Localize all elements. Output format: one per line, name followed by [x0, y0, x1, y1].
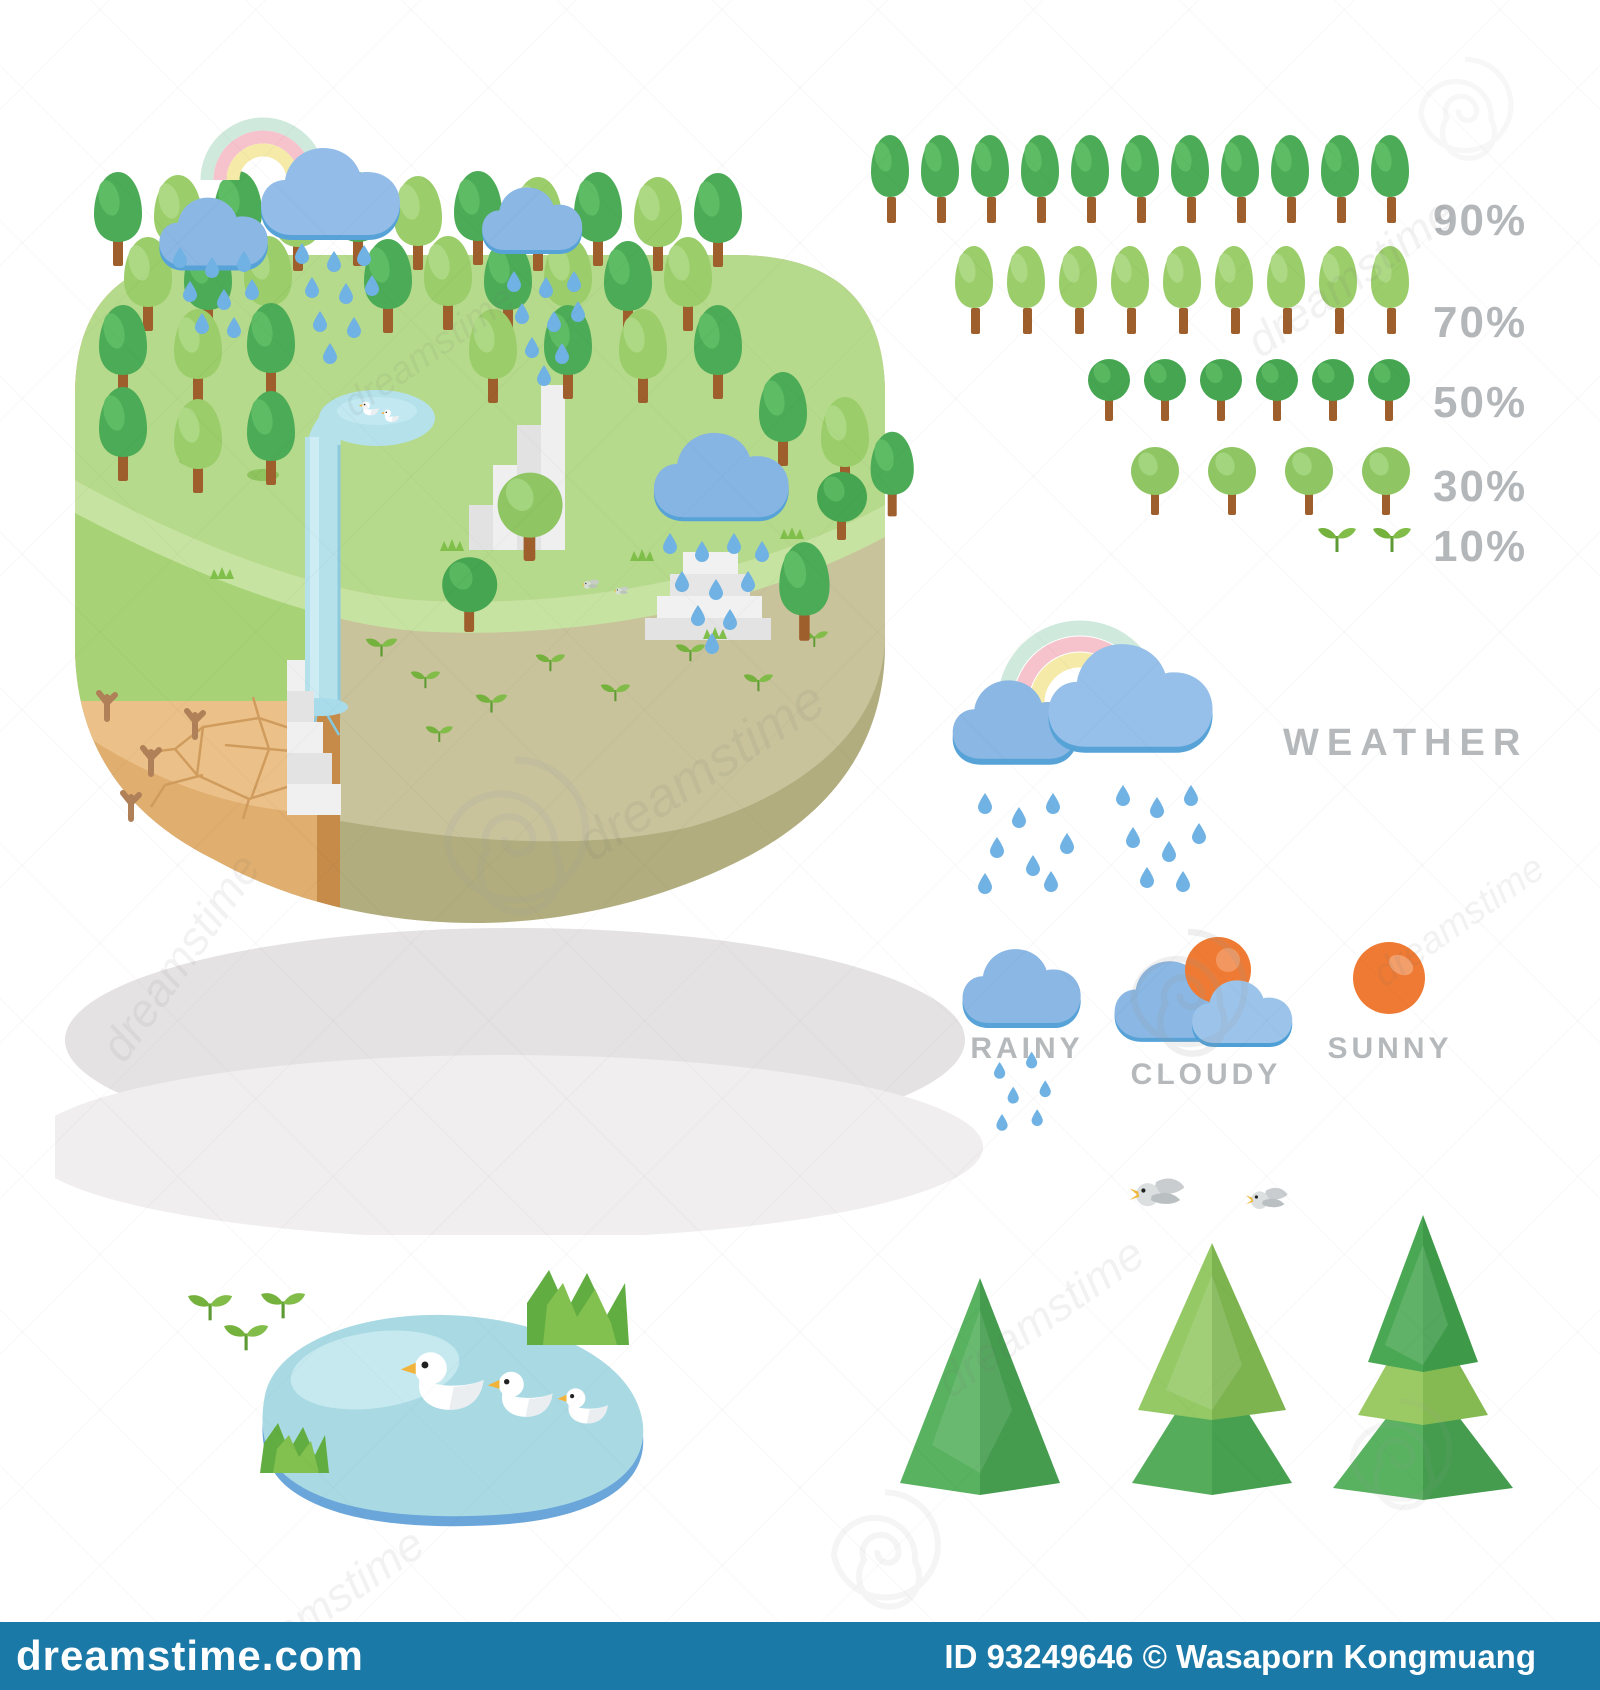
row-percent-label: 30% — [1433, 462, 1528, 511]
weather-raindrops — [978, 785, 1206, 894]
tall-tree-light-icon — [1267, 246, 1305, 334]
ground-shadow-ellipse-2 — [55, 1055, 983, 1235]
pine-tree-3-tier — [1333, 1215, 1513, 1500]
tall-tree-light-icon — [1371, 246, 1409, 334]
tall-tree-light-icon — [1059, 246, 1097, 334]
tall-tree-light-icon — [955, 246, 993, 334]
round-tree-dark-icon — [1144, 359, 1186, 421]
weather-rainbow-clouds-icon — [952, 620, 1213, 894]
pictograph-row — [850, 133, 1412, 225]
sunny-label: SUNNY — [1327, 1032, 1453, 1065]
dreamstime-logo: dreamstime.com — [16, 1632, 364, 1679]
row-percent-label: 10% — [1433, 522, 1528, 571]
cloudy-icon — [1114, 937, 1293, 1047]
round-tree-dark-icon — [1256, 359, 1298, 421]
tall-tree-dark-icon — [1221, 135, 1259, 223]
tall-tree-light-icon — [1215, 246, 1253, 334]
pine-tree-2-tier — [1132, 1243, 1292, 1495]
tall-tree-dark-icon — [1271, 135, 1309, 223]
round-tree-light-icon — [1362, 447, 1410, 515]
tall-tree-dark-icon — [1171, 135, 1209, 223]
round-tree-dark-icon — [1200, 359, 1242, 421]
round-tree-light-icon — [1131, 447, 1179, 515]
pictograph-row — [850, 244, 1412, 336]
tall-tree-dark-icon — [1071, 135, 1109, 223]
round-tree-dark-icon — [1368, 359, 1410, 421]
image-credit: ID 93249646 © Wasaporn Kongmuang — [944, 1638, 1536, 1675]
bird-icon — [1129, 1178, 1185, 1207]
round-tree-light-icon — [1208, 447, 1256, 515]
round-tree-dark-icon — [1312, 359, 1354, 421]
sprout-icon — [1373, 528, 1411, 552]
tall-tree-dark-icon — [1371, 135, 1409, 223]
seam-stairs — [287, 660, 341, 815]
pictograph-row — [850, 446, 1412, 520]
row-percent-label: 90% — [1433, 196, 1528, 245]
pine-trees — [900, 1215, 1513, 1500]
pond-grass — [260, 1270, 629, 1473]
rainy-label: RAINY — [970, 1032, 1084, 1065]
pond-sprouts — [186, 1291, 307, 1352]
tall-tree-light-icon — [1319, 246, 1357, 334]
round-tree-light-icon — [1285, 447, 1333, 515]
tall-tree-light-icon — [1163, 246, 1201, 334]
tall-tree-dark-icon — [1021, 135, 1059, 223]
pictograph-row — [850, 524, 1412, 554]
weather-section-label: WEATHER — [1283, 722, 1529, 764]
cloudy-label: CLOUDY — [1130, 1058, 1282, 1091]
row-percent-label: 70% — [1433, 298, 1528, 347]
sprout-icon — [1318, 528, 1356, 552]
sunny-icon — [1353, 942, 1425, 1014]
pine-tree-1-tier — [900, 1278, 1060, 1495]
tall-tree-light-icon — [1007, 246, 1045, 334]
forest-terrain-illustration — [55, 117, 983, 1235]
round-tree-dark-icon — [1088, 359, 1130, 421]
tall-tree-dark-icon — [871, 135, 909, 223]
pictograph-row — [850, 358, 1412, 428]
tall-tree-dark-icon — [1121, 135, 1159, 223]
tall-tree-dark-icon — [971, 135, 1009, 223]
duck-pond — [186, 1270, 644, 1527]
tall-tree-dark-icon — [1321, 135, 1359, 223]
row-percent-label: 50% — [1433, 378, 1528, 427]
tall-tree-dark-icon — [921, 135, 959, 223]
watermark-footer-bar: dreamstime.com ID 93249646 © Wasaporn Ko… — [0, 1622, 1600, 1690]
watermark-spiral-icon — [1418, 56, 1514, 161]
tall-tree-light-icon — [1111, 246, 1149, 334]
